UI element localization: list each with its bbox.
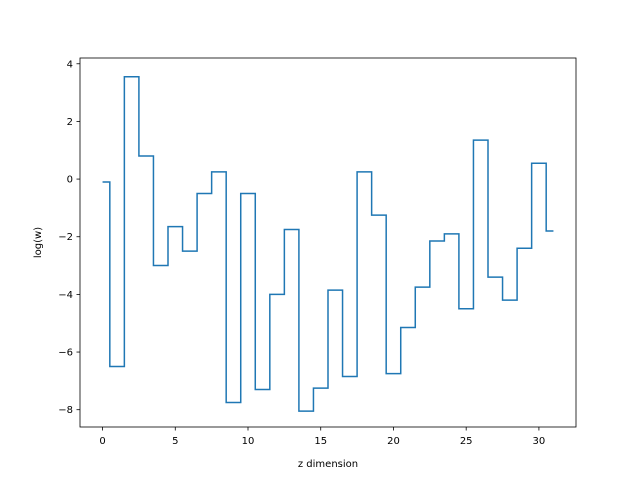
x-tick-label: 0 xyxy=(99,436,105,447)
x-axis-label: z dimension xyxy=(298,459,358,470)
y-tick-label: −4 xyxy=(58,290,73,301)
y-axis-label: log(w) xyxy=(33,227,44,258)
y-tick-label: 2 xyxy=(67,117,73,128)
y-axis-ticks: −8 −6 −4 −2 0 2 4 xyxy=(58,59,80,416)
x-tick-label: 20 xyxy=(387,436,400,447)
x-tick-label: 25 xyxy=(460,436,473,447)
x-tick-label: 30 xyxy=(533,436,546,447)
y-tick-label: −2 xyxy=(58,232,73,243)
y-tick-label: 0 xyxy=(67,175,73,186)
y-tick-label: −8 xyxy=(58,405,73,416)
y-tick-label: 4 xyxy=(67,59,73,70)
series-line xyxy=(102,75,554,412)
x-tick-label: 5 xyxy=(172,436,178,447)
x-tick-label: 15 xyxy=(314,436,327,447)
x-tick-label: 10 xyxy=(242,436,255,447)
y-tick-label: −6 xyxy=(58,348,73,359)
x-axis-ticks: 0 5 10 15 20 25 30 xyxy=(99,427,545,447)
axes-frame xyxy=(79,57,577,428)
